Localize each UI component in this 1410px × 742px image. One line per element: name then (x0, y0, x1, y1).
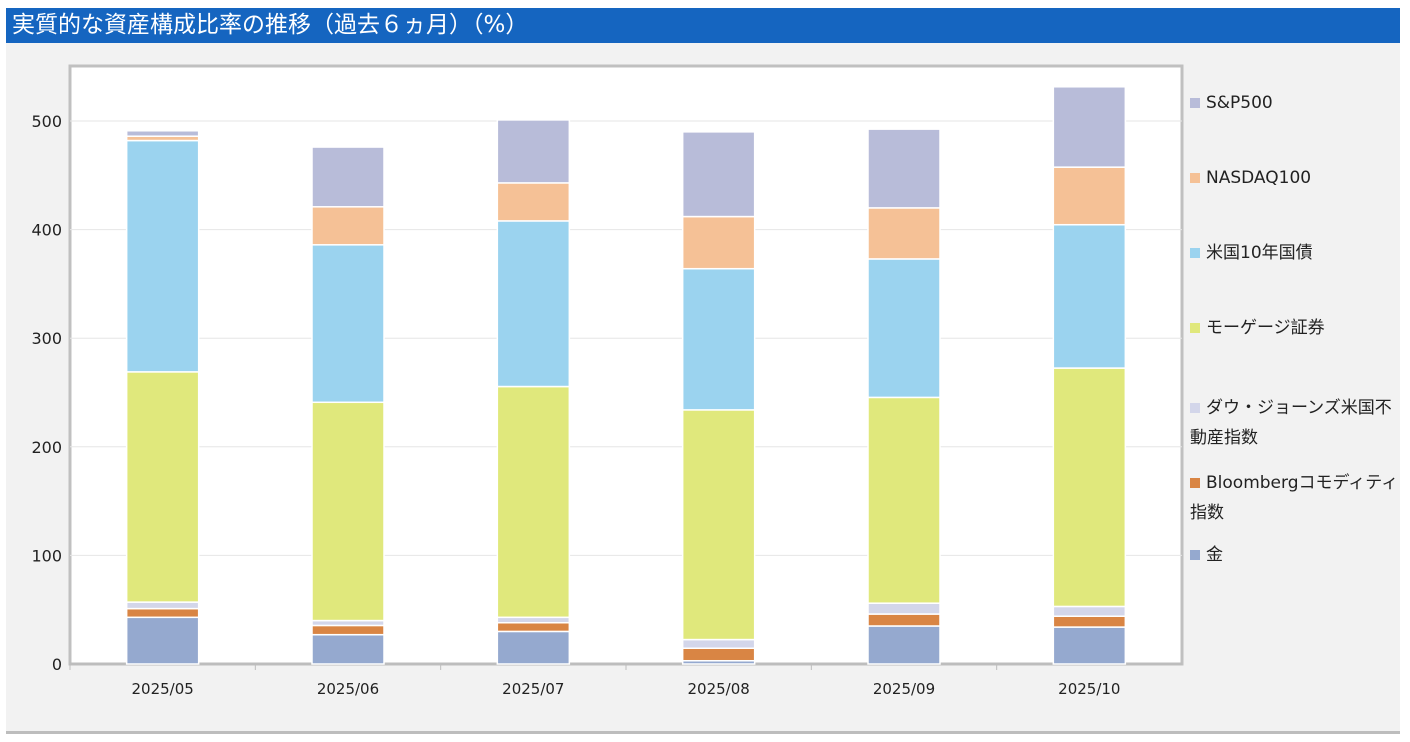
bar-segment (125, 139, 200, 373)
legend-label: S&P500 (1206, 93, 1273, 113)
legend-swatch (1190, 248, 1200, 258)
bar-segment (311, 244, 385, 404)
legend-item: S&P500 (1190, 88, 1405, 118)
legend-label: ダウ・ジョーンズ米国不動産指数 (1190, 398, 1392, 448)
x-tick-label: 2025/06 (317, 680, 379, 698)
bar-segment (1052, 626, 1127, 665)
legend-item: 米国10年国債 (1190, 238, 1405, 268)
legend-item: モーゲージ証券 (1190, 313, 1405, 343)
x-tick-label: 2025/07 (502, 680, 564, 698)
legend-swatch (1190, 98, 1200, 108)
legend-swatch (1190, 403, 1200, 413)
legend-label: NASDAQ100 (1206, 168, 1312, 188)
legend-label: モーゲージ証券 (1206, 318, 1325, 338)
bar-segment (867, 625, 941, 665)
bar-segment (867, 396, 941, 604)
y-tick-label: 500 (31, 112, 62, 131)
bar-segment (681, 409, 756, 641)
legend-swatch (1190, 173, 1200, 183)
bar-segment (311, 401, 385, 622)
bar-segment (496, 616, 571, 624)
legend-swatch (1190, 550, 1200, 560)
bar-segment (496, 182, 571, 222)
bar-segment (1052, 367, 1127, 608)
bar-segment (125, 601, 200, 610)
bar-segment (867, 602, 941, 615)
bar-segment (496, 119, 571, 184)
legend-label: 米国10年国債 (1206, 243, 1313, 263)
bar-segment (1052, 86, 1127, 168)
bar-segment (311, 206, 385, 246)
bar-segment (681, 131, 756, 218)
plot-area (68, 64, 1184, 666)
bar-segment (496, 385, 571, 619)
bar-segment (867, 207, 941, 260)
x-tick-label: 2025/09 (873, 680, 935, 698)
bar-segment (125, 607, 200, 619)
bar-segment (681, 267, 756, 411)
chart-title: 実質的な資産構成比率の推移（過去６ヵ月）（%） (6, 8, 1400, 43)
legend-swatch (1190, 323, 1200, 333)
bar-segment (311, 146, 385, 208)
x-tick-label: 2025/08 (688, 680, 750, 698)
legend-label: Bloombergコモディティ指数 (1190, 473, 1399, 523)
bar-segment (125, 616, 200, 665)
bar-segment (1052, 605, 1127, 617)
bar-segment (867, 258, 941, 399)
bar-segment (681, 638, 756, 650)
bar-segment (311, 633, 385, 665)
bar-segment (496, 220, 571, 388)
bar-segment (681, 215, 756, 270)
bar-segment (1052, 615, 1127, 628)
bar-segment (125, 130, 200, 137)
y-tick-label: 300 (31, 329, 62, 348)
y-tick-label: 200 (31, 438, 62, 457)
legend-item: NASDAQ100 (1190, 163, 1405, 193)
bar-segment (311, 624, 385, 636)
x-tick-label: 2025/10 (1058, 680, 1120, 698)
bar-segment (681, 647, 756, 662)
legend-item: Bloombergコモディティ指数 (1190, 468, 1405, 528)
legend-item: ダウ・ジョーンズ米国不動産指数 (1190, 393, 1405, 453)
bar-segment (867, 613, 941, 627)
legend-swatch (1190, 478, 1200, 488)
bar-segment (496, 621, 571, 633)
bar-segment (496, 630, 571, 665)
legend-item: 金 (1190, 540, 1405, 570)
legend-label: 金 (1206, 545, 1223, 565)
bar-segment (1052, 223, 1127, 369)
y-tick-label: 100 (31, 546, 62, 565)
bar-segment (1052, 166, 1127, 226)
bar-segment (125, 371, 200, 603)
x-tick-label: 2025/05 (132, 680, 194, 698)
bar-segment (867, 128, 941, 209)
y-tick-label: 0 (52, 655, 62, 674)
y-tick-label: 400 (31, 221, 62, 240)
